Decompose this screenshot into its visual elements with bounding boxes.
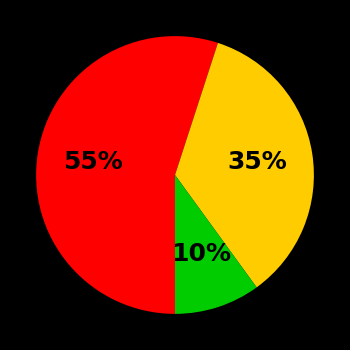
Text: 35%: 35%: [228, 150, 287, 174]
Wedge shape: [175, 43, 314, 287]
Wedge shape: [36, 36, 218, 314]
Wedge shape: [175, 175, 257, 314]
Text: 55%: 55%: [63, 150, 122, 174]
Text: 10%: 10%: [171, 242, 231, 266]
